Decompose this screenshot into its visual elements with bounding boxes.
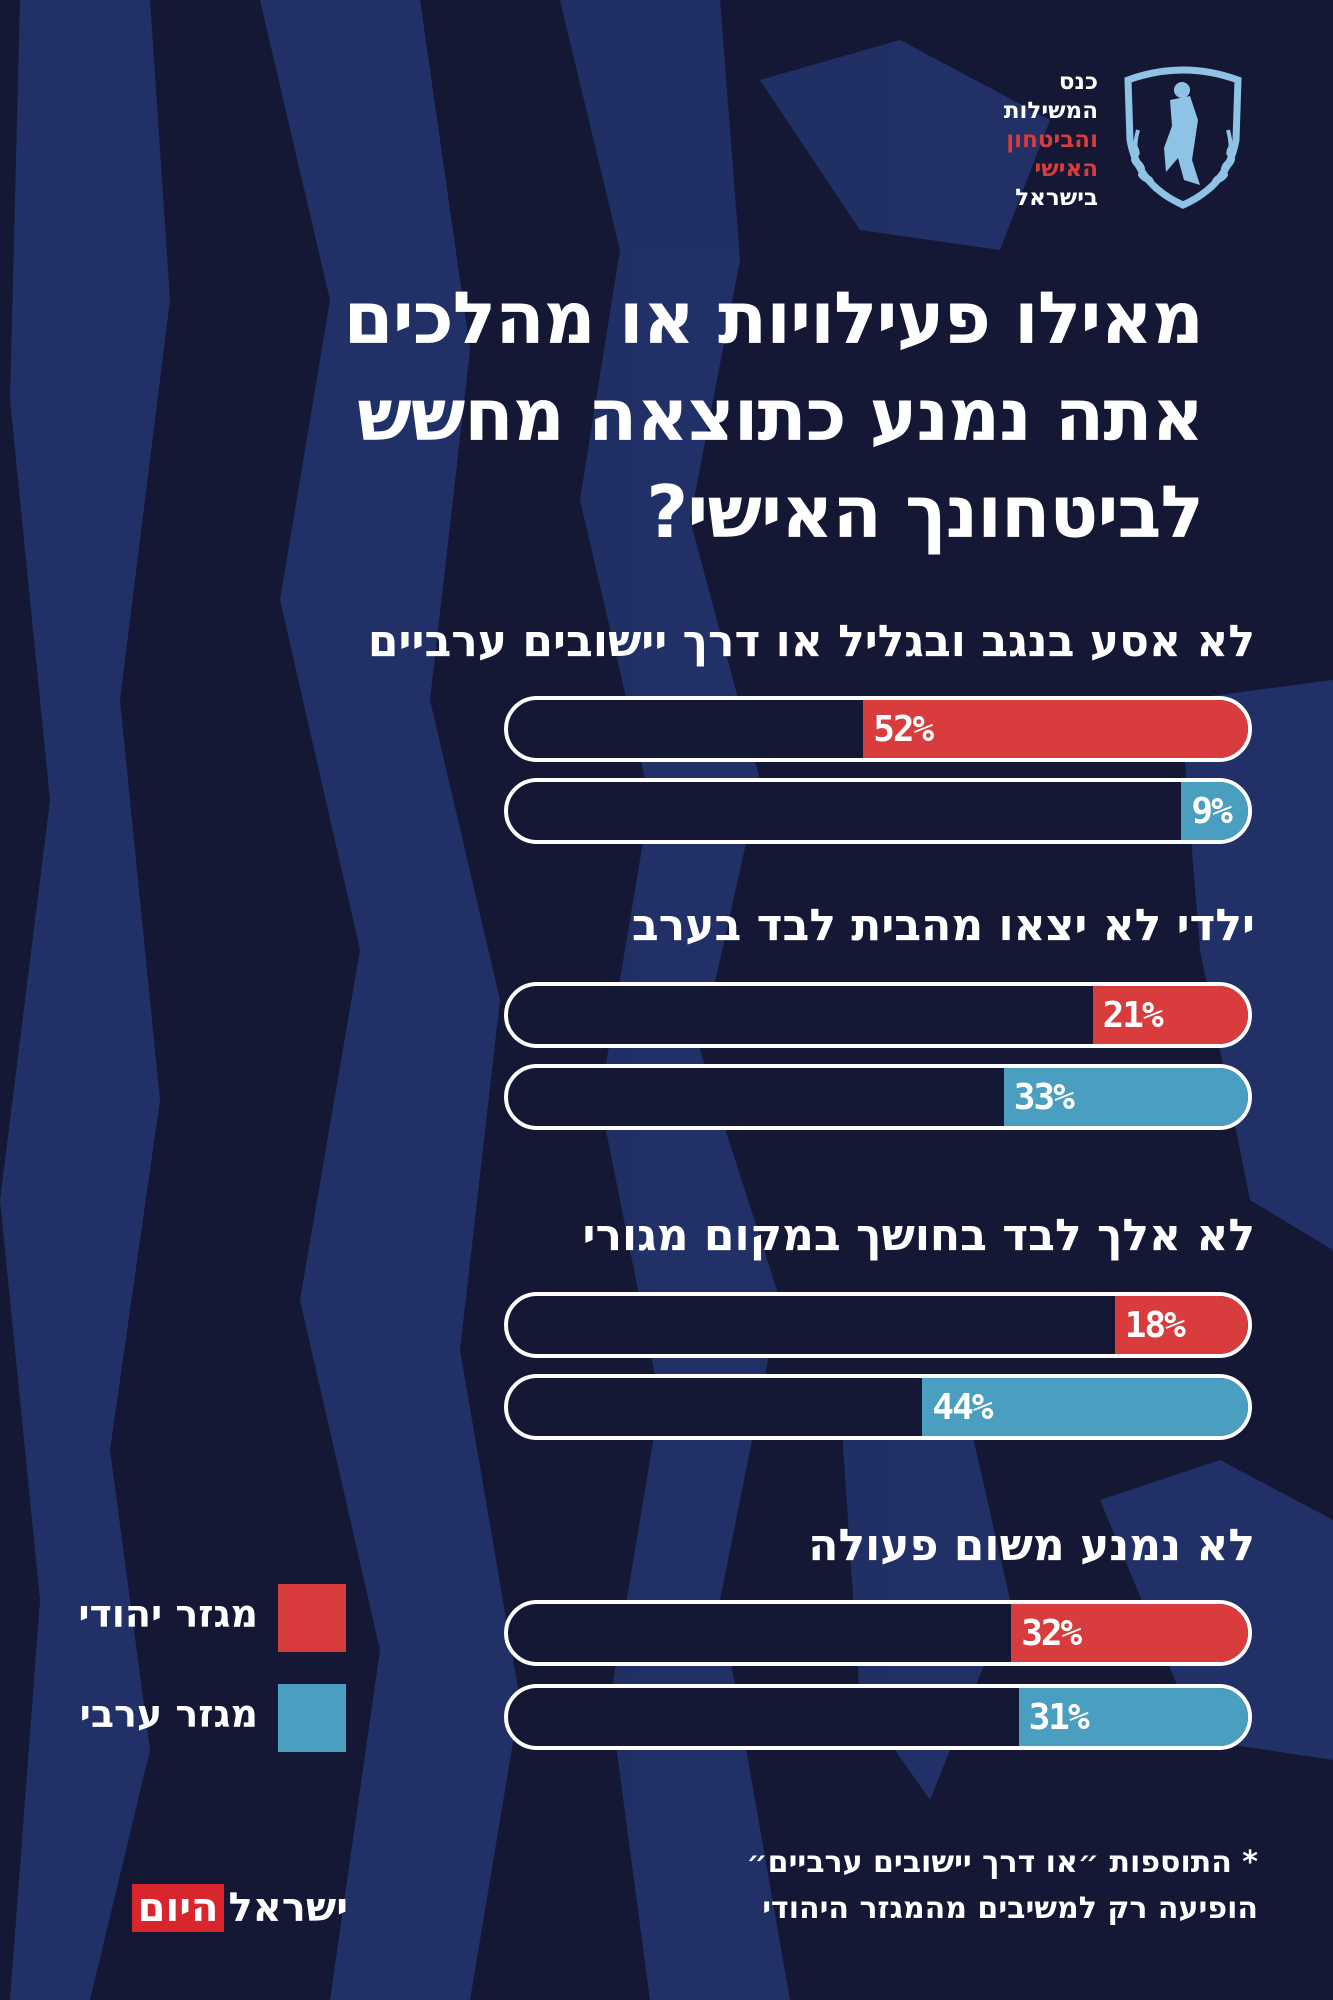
logo-line: והביטחון <box>1006 127 1098 153</box>
logo-line: האישי <box>1034 156 1098 182</box>
title-line: לביטחונך האישי? <box>646 470 1204 554</box>
logo-line: בישראל <box>1015 185 1098 211</box>
legend-item-jewish: מגזר יהודי <box>36 1584 346 1654</box>
publisher-logo: ישראל היום <box>88 1878 348 1938</box>
category-label: לא אסע בנגב ובגליל או דרך יישובים ערביים <box>367 616 1255 667</box>
bar-fill <box>1114 1296 1248 1354</box>
data-label: 9% <box>1191 790 1232 832</box>
bar-fill <box>1181 782 1248 840</box>
title-line: מאילו פעילויות או מהלכים <box>343 276 1204 360</box>
bar-fill <box>1011 1604 1248 1662</box>
bar-track: 32% <box>504 1600 1252 1666</box>
category-label: לא נמנע משום פעולה <box>808 1520 1255 1571</box>
bar-fill <box>1092 986 1248 1044</box>
logo-line: כנס <box>1058 69 1098 95</box>
bar-track: 33% <box>504 1064 1252 1130</box>
publisher-name: ישראל <box>228 1885 348 1931</box>
footnote-line: הופיעה רק למשיבים מהמגזר היהודי <box>762 1891 1258 1926</box>
legend-swatch <box>278 1584 346 1652</box>
data-label: 33% <box>1013 1076 1075 1118</box>
bar-track: 21% <box>504 982 1252 1048</box>
conference-logo: כנס המשילות והביטחון האישי בישראל <box>933 60 1263 213</box>
bar-track: 31% <box>504 1684 1252 1750</box>
bar-fill <box>863 700 1248 758</box>
bar-fill <box>1003 1068 1248 1126</box>
bar-track: 9% <box>504 778 1252 844</box>
title-line: אתה נמנע כתוצאה מחשש <box>357 373 1204 457</box>
bar-fill <box>1018 1688 1248 1746</box>
category-label: ילדי לא יצאו מהבית לבד בערב <box>631 900 1255 951</box>
category-label: לא אלך לבד בחושך במקום מגורי <box>582 1210 1255 1261</box>
footnote-line: * התוספות ״או דרך יישובים ערביים״ <box>746 1845 1258 1880</box>
bar-track: 52% <box>504 696 1252 762</box>
data-label: 44% <box>932 1386 993 1428</box>
data-label: 52% <box>873 708 934 750</box>
data-label: 32% <box>1021 1612 1082 1654</box>
legend-label: מגזר יהודי <box>78 1592 258 1636</box>
bar-track: 44% <box>504 1374 1252 1440</box>
publisher-name-highlight: היום <box>131 1884 225 1932</box>
legend-item-arab: מגזר ערבי <box>36 1684 346 1754</box>
data-label: 21% <box>1102 994 1164 1036</box>
legend-label: מגזר ערבי <box>79 1692 258 1736</box>
chart-title: מאילו פעילויות או מהלכים אתה נמנע כתוצאה… <box>103 270 1204 561</box>
footnote: * התוספות ״או דרך יישובים ערביים״ הופיעה… <box>558 1840 1258 1932</box>
bar-fill <box>922 1378 1248 1436</box>
bar-track: 18% <box>504 1292 1252 1358</box>
legend-swatch <box>278 1684 346 1752</box>
data-label: 18% <box>1124 1304 1186 1346</box>
logo-text: כנס המשילות והביטחון האישי בישראל <box>938 68 1098 213</box>
shield-knight-laurel-icon <box>1124 66 1242 209</box>
logo-line: המשילות <box>1003 98 1098 124</box>
data-label: 31% <box>1028 1696 1090 1738</box>
